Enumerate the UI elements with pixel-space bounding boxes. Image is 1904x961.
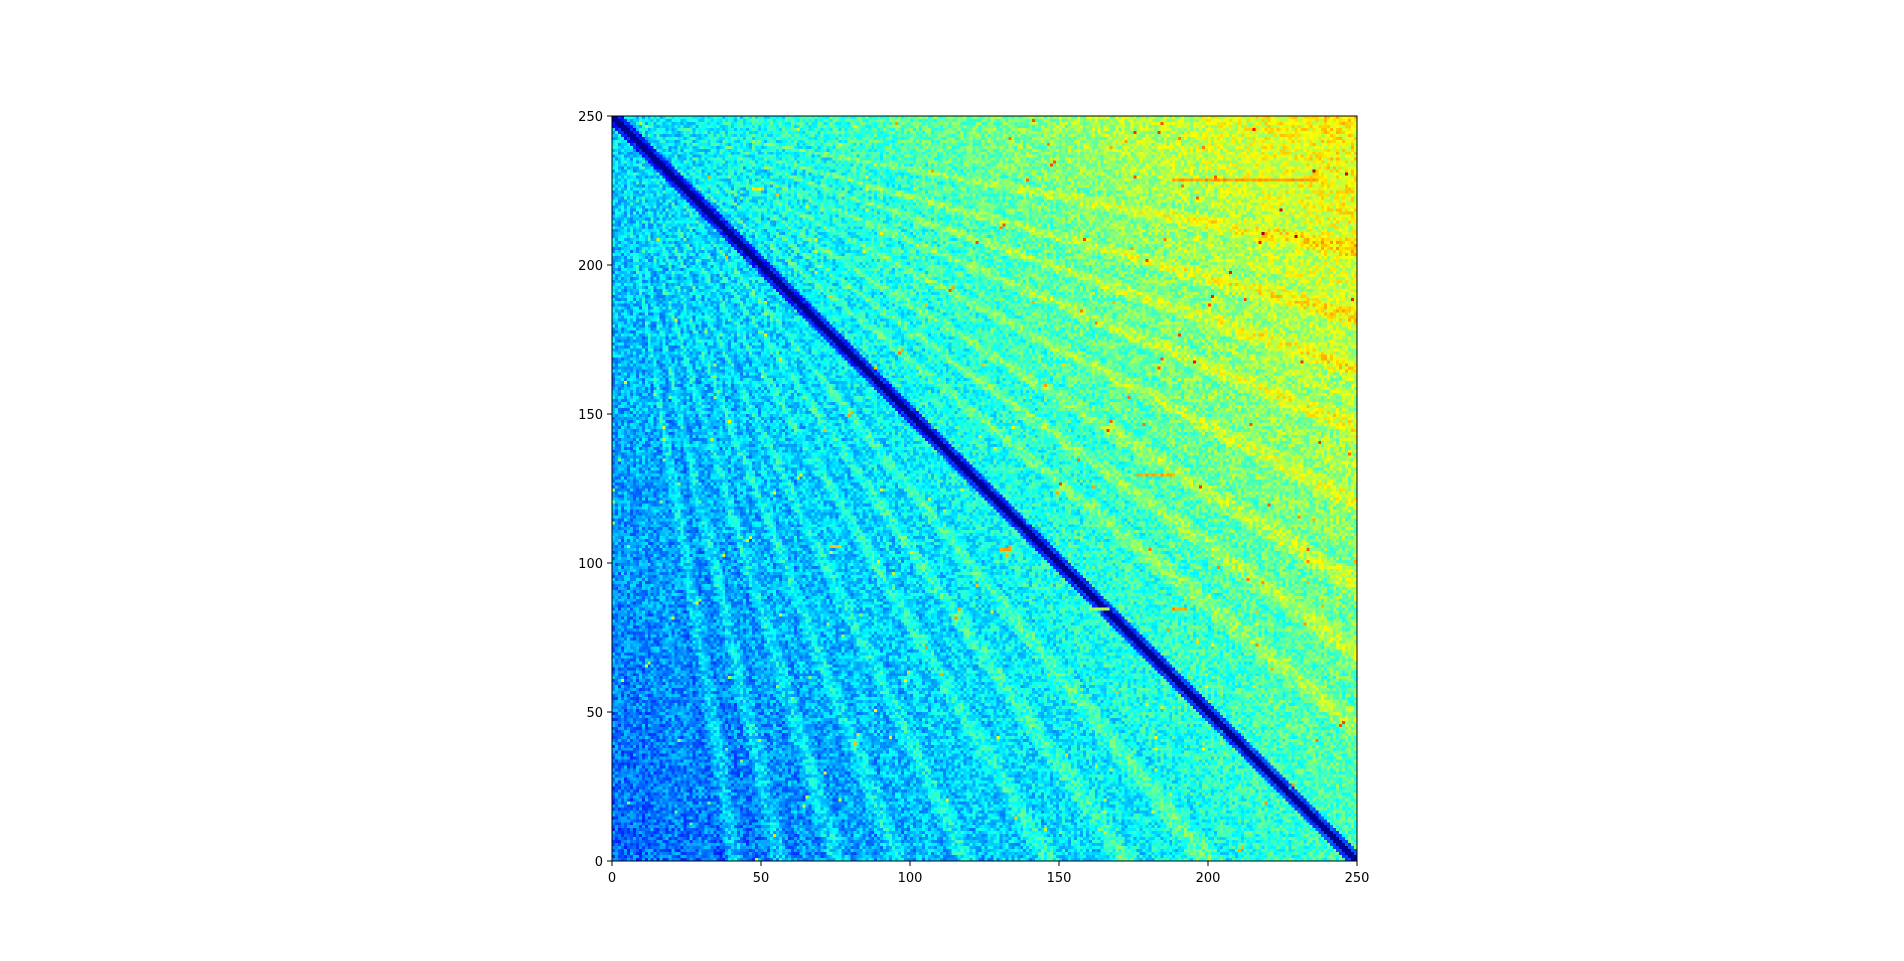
axes-frame — [611, 115, 1358, 862]
y-axis: 0 50 100 150 200 250 — [578, 110, 612, 870]
x-axis: 0 50 100 150 200 250 — [608, 861, 1370, 886]
x-tick-label: 50 — [753, 871, 770, 886]
x-tick-label: 200 — [1196, 871, 1221, 886]
y-tick-label: 150 — [578, 408, 603, 423]
x-tick-label: 150 — [1047, 871, 1072, 886]
y-tick-label: 250 — [578, 110, 603, 125]
y-tick-label: 0 — [595, 855, 603, 870]
y-tick-label: 50 — [586, 706, 603, 721]
heatmap-image — [612, 116, 1357, 861]
x-tick-label: 100 — [898, 871, 923, 886]
y-tick-label: 100 — [578, 557, 603, 572]
x-tick-label: 0 — [608, 871, 616, 886]
y-tick-label: 200 — [578, 259, 603, 274]
x-tick-label: 250 — [1345, 871, 1370, 886]
